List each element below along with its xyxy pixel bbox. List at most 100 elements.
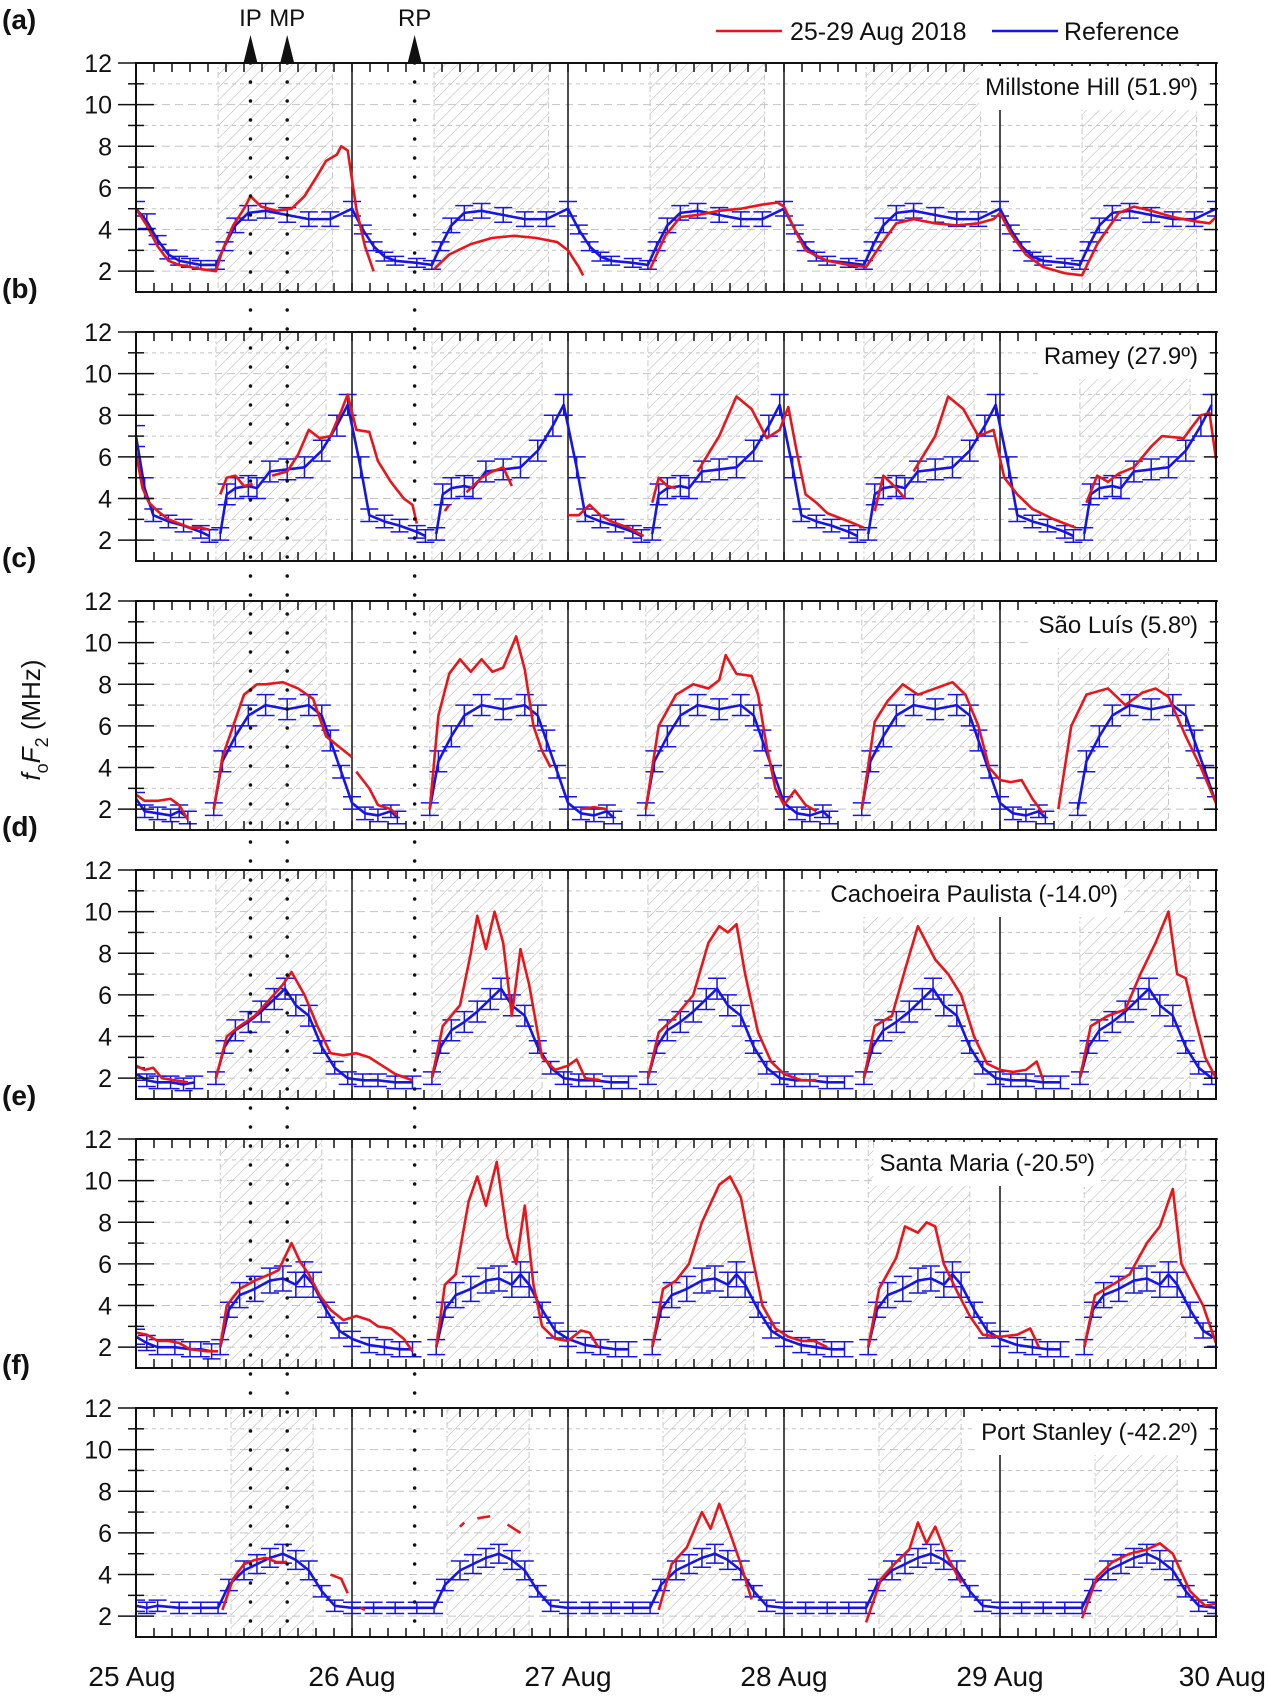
storm-line (136, 1064, 189, 1084)
data-group (136, 1160, 1216, 1360)
phase-marker-arrow (280, 35, 295, 63)
x-tick-label: 30 Aug (1179, 1661, 1266, 1692)
daytime-shade (215, 331, 327, 562)
panel-letter: (f) (2, 1349, 30, 1380)
y-tick-label: 10 (84, 630, 112, 658)
x-tick-label: 28 Aug (740, 1661, 827, 1692)
y-title-F: F (16, 745, 46, 763)
daytime-shade (651, 1138, 755, 1369)
storm-line (355, 770, 399, 817)
daytime-shade (217, 62, 334, 293)
y-tick-label: 10 (84, 361, 112, 389)
station-label-bg (975, 1411, 1204, 1455)
x-tick-label: 25 Aug (88, 1661, 175, 1692)
y-title-unit: (MHz) (16, 659, 46, 737)
y-title-f: f (16, 771, 46, 781)
panel-letter: (d) (2, 811, 38, 842)
y-tick-label: 4 (98, 755, 112, 783)
station-label-bg (1032, 604, 1204, 648)
station-label: Ramey (27.9º) (1044, 343, 1198, 370)
y-tick-label: 2 (98, 527, 112, 555)
reference-line (218, 1273, 413, 1351)
storm-line (648, 201, 785, 270)
legend: 25-29 Aug 2018 Reference (716, 18, 1179, 46)
reference-line (1078, 987, 1213, 1080)
phase-marker-arrow (243, 35, 258, 63)
storm-line (657, 1502, 753, 1611)
storm-line (646, 922, 817, 1082)
legend-label-reference: Reference (1064, 18, 1179, 46)
panel-letter: (c) (2, 542, 36, 573)
y-tick-label: 8 (98, 1478, 112, 1506)
panel-e: 2 4 6 8 10 12 (e) Santa Maria (-20.5º) (2, 1080, 1218, 1369)
y-tick-label: 12 (84, 588, 112, 616)
panel-letter: (e) (2, 1080, 36, 1111)
daytime-shade (435, 1138, 539, 1369)
y-tick-label: 8 (98, 940, 112, 968)
panel-a: 2 4 6 8 10 12 (a) Millstone Hill (51.9º) (2, 4, 1218, 293)
y-tick-label: 6 (98, 444, 112, 472)
y-axis-label: foF2 (MHz) (16, 659, 52, 780)
storm-line (214, 970, 413, 1082)
storm-line (650, 476, 677, 504)
y-tick-label: 4 (98, 1562, 112, 1590)
storm-line (465, 466, 514, 494)
daytime-shade (230, 1407, 314, 1638)
reference-line (430, 987, 629, 1084)
panel-b: 2 4 6 8 10 12 (b) Ramey (27.9º) (2, 273, 1218, 562)
y-tick-label: 6 (98, 982, 112, 1010)
storm-line (443, 504, 451, 512)
daytime-shade (647, 331, 759, 562)
y-tick-label: 2 (98, 796, 112, 824)
storm-line (864, 1521, 963, 1623)
storm-line (912, 395, 1077, 529)
storm-line (136, 793, 189, 821)
storm-line (433, 234, 585, 276)
x-tick-label: 27 Aug (524, 1661, 611, 1692)
y-tick-label: 8 (98, 133, 112, 161)
storm-line (1085, 411, 1216, 504)
storm-line (218, 1241, 414, 1353)
reference-line (866, 1273, 1061, 1351)
panel-letter: (a) (2, 4, 36, 35)
y-tick-label: 6 (98, 1251, 112, 1279)
y-tick-label: 10 (84, 1437, 112, 1465)
reference-line (434, 1273, 629, 1351)
daytime-shade (1083, 1138, 1187, 1369)
y-tick-label: 8 (98, 402, 112, 430)
data-group (136, 144, 1216, 277)
storm-line (434, 1160, 600, 1348)
daytime-shade (662, 1407, 746, 1638)
storm-line (428, 635, 552, 810)
panel-d: 2 4 6 8 10 12 (d) Cachoeira Paulista (-14.0º) (2, 811, 1218, 1100)
daytime-shade (863, 331, 975, 562)
storm-line (866, 1220, 1041, 1348)
storm-line (1078, 910, 1216, 1079)
storm-line (506, 1523, 522, 1535)
storm-line (1057, 687, 1216, 810)
data-group (136, 393, 1216, 544)
storm-line (998, 205, 1216, 277)
station-label: São Luís (5.8º) (1038, 612, 1198, 639)
y-tick-label: 12 (84, 1395, 112, 1423)
y-tick-label: 4 (98, 217, 112, 245)
panel-letter: (b) (2, 273, 38, 304)
station-label: Millstone Hill (51.9º) (985, 74, 1198, 101)
phase-marker-arrow (407, 35, 422, 63)
storm-line (212, 680, 353, 810)
storm-line (329, 1573, 349, 1594)
station-label: Port Stanley (-42.2º) (981, 1419, 1198, 1446)
phase-marker-label: RP (398, 5, 431, 32)
y-tick-label: 4 (98, 486, 112, 514)
daytime-shade (219, 1138, 323, 1369)
storm-line (873, 474, 906, 512)
storm-line (696, 395, 865, 529)
y-tick-label: 4 (98, 1293, 112, 1321)
daytime-shade (878, 1407, 962, 1638)
x-axis: 25 Aug 26 Aug 27 Aug 28 Aug 29 Aug 30 Aug (88, 1661, 1266, 1692)
y-tick-label: 12 (84, 1126, 112, 1154)
storm-line (477, 1514, 491, 1520)
phase-marker-label: IP (239, 5, 262, 32)
storm-line (219, 474, 253, 495)
y-tick-label: 12 (84, 857, 112, 885)
